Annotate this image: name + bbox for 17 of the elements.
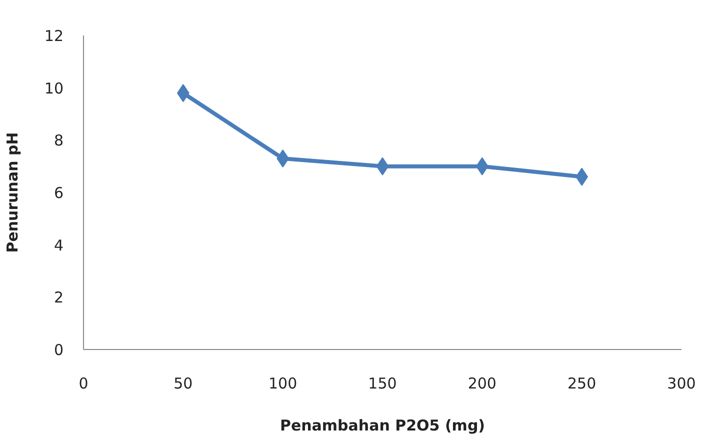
x-tick-label: 0 xyxy=(78,374,88,392)
x-tick-label: 150 xyxy=(368,374,397,392)
x-tick-label: 200 xyxy=(468,374,496,392)
y-tick-label: 4 xyxy=(54,236,64,254)
y-tick-label: 12 xyxy=(44,27,64,45)
y-tick-label: 6 xyxy=(54,184,64,202)
x-tick-label: 100 xyxy=(268,374,298,392)
point xyxy=(376,157,389,176)
x-axis-title: Penambahan P2O5 (mg) xyxy=(280,416,486,434)
y-tick-label: 8 xyxy=(54,132,64,150)
x-tick-label: 250 xyxy=(568,374,596,392)
x-tick-label: 50 xyxy=(174,374,193,392)
y-tick-label: 2 xyxy=(54,288,64,307)
y-tick-label: 10 xyxy=(44,79,64,98)
x-tick-label: 300 xyxy=(667,374,696,392)
y-tick-label: 0 xyxy=(54,341,64,359)
y-axis-title: Penurunan pH xyxy=(3,132,22,253)
